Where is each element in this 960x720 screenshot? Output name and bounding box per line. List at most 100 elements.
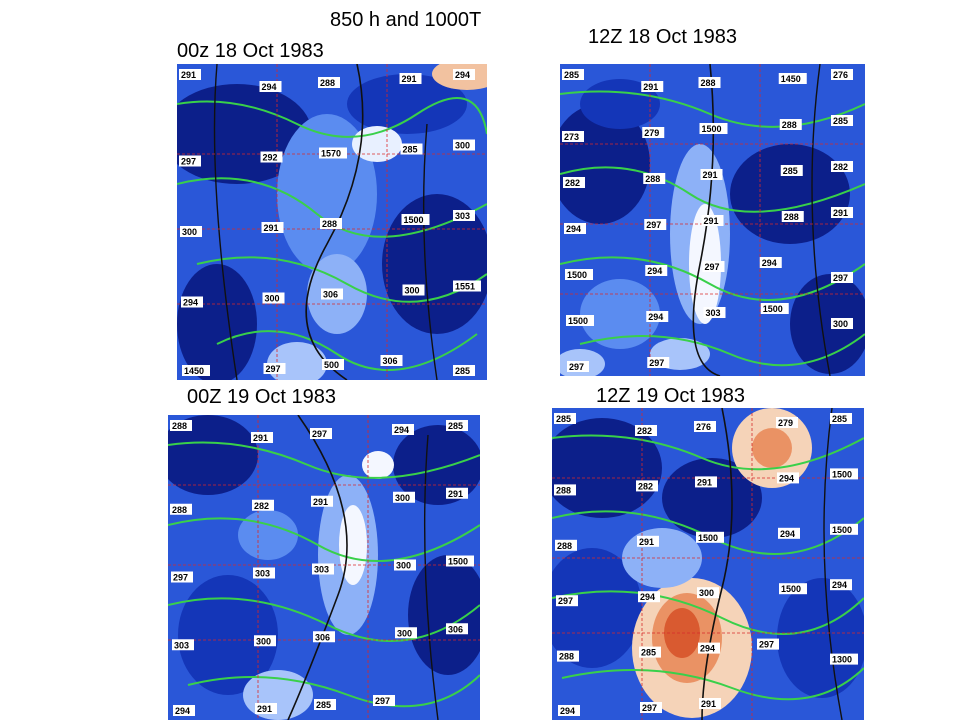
contour-label: 300 (395, 493, 410, 503)
contour-label: 292 (263, 153, 278, 163)
contour-label-box (638, 591, 660, 603)
contour-label: 285 (316, 700, 331, 710)
contour-label-box (172, 639, 194, 651)
contour-label-box (557, 650, 579, 662)
contour-label: 291 (448, 489, 463, 499)
contour-label-box (399, 73, 422, 84)
contour-label-box (260, 151, 283, 163)
contour-label-box (647, 357, 670, 368)
contour-label: 285 (833, 116, 848, 126)
weather-map-12z-18oct: 285 291 288 1450 276 273 279 1500 288 285 282 288 29… (560, 64, 865, 376)
contour-label: 279 (778, 418, 793, 428)
contour-label-box (830, 579, 852, 591)
contour-label-box (453, 210, 475, 221)
contour-label-box (700, 169, 723, 180)
contour-label-box (263, 363, 286, 374)
contour-label-box (392, 424, 414, 435)
contour-label: 294 (762, 258, 777, 268)
contour-label: 285 (832, 414, 847, 424)
contour-label-box (554, 413, 576, 424)
contour-label-box (562, 131, 584, 142)
contour-label: 306 (315, 632, 330, 642)
contour-label: 297 (181, 157, 196, 167)
contour-label-box (699, 698, 721, 709)
contour-label: 291 (253, 433, 268, 443)
contour-label-box (831, 207, 853, 218)
contour-label: 282 (637, 426, 652, 436)
weather-map-image: 285 282 276 279 285 288 282 291 294 1500 288 291 150… (552, 408, 864, 720)
contour-label-box (699, 123, 728, 134)
contour-label: 294 (700, 644, 715, 654)
contour-label-box (831, 161, 853, 172)
contour-label: 288 (172, 421, 187, 431)
contour-label: 285 (641, 648, 656, 658)
contour-label: 282 (254, 501, 269, 511)
contour-label: 306 (448, 624, 463, 634)
contour-label: 300 (265, 294, 280, 304)
contour-label: 291 (313, 497, 328, 507)
contour-label-box (261, 222, 284, 233)
contour-label: 1500 (698, 533, 718, 543)
contour-label-box (453, 365, 475, 376)
contour-label: 297 (312, 429, 327, 439)
contour-label-box (567, 361, 589, 372)
contour-label-box (695, 476, 717, 488)
contour-label-box (321, 288, 343, 300)
contour-label: 297 (649, 358, 664, 368)
contour-label: 273 (564, 132, 579, 142)
contour-label-box (401, 214, 430, 225)
contour-label: 282 (833, 162, 848, 172)
contour-label: 291 (264, 223, 279, 233)
weather-map-12z-19oct: 285 282 276 279 285 288 282 291 294 1500 288 291 150… (552, 408, 864, 720)
contour-label: 1450 (781, 74, 801, 84)
contour-label-box (777, 472, 799, 484)
contour-label-box (698, 77, 721, 88)
contour-label-box (636, 480, 658, 492)
contour-label-box (694, 421, 716, 432)
contour-label: 297 (266, 364, 281, 374)
contour-label-box (701, 215, 724, 226)
contour-label-box (395, 627, 417, 639)
contour-label-box (179, 155, 201, 167)
contour-label-box (322, 359, 344, 370)
contour-label: 297 (375, 696, 390, 706)
contour-label: 294 (647, 266, 662, 276)
contour-label-box (181, 296, 203, 308)
contour-label: 1500 (832, 469, 852, 479)
contour-label: 1500 (567, 270, 587, 280)
contour-label: 285 (448, 421, 463, 431)
contour-label-box (639, 646, 661, 658)
weather-map-00z-18oct: 291 294 288 291 294 297 292 1570 285 300 300 291 288… (177, 64, 487, 380)
contour-label-box (779, 119, 802, 130)
contour-label: 282 (638, 481, 653, 491)
contour-label-box (644, 219, 667, 230)
contour-label-box (702, 261, 725, 272)
contour-label-box (318, 77, 340, 88)
contour-label-box (637, 535, 659, 547)
contour-label-box (757, 638, 779, 650)
contour-label: 285 (564, 70, 579, 80)
contour-label: 300 (396, 561, 411, 571)
contour-label: 297 (759, 640, 774, 650)
contour-label-box (319, 147, 347, 159)
contour-label-box (556, 595, 578, 607)
contour-label: 300 (397, 628, 412, 638)
contour-label: 300 (182, 227, 197, 237)
contour-label: 276 (696, 422, 711, 432)
contour-label-box (171, 571, 193, 583)
contour-label-box (446, 623, 468, 635)
contour-label-box (555, 539, 577, 551)
contour-label: 294 (779, 473, 794, 483)
contour-label-box (780, 165, 803, 176)
contour-label-box (180, 226, 202, 237)
contour-label: 291 (257, 704, 272, 714)
contour-label-box (554, 484, 576, 496)
slide-title: 850 h and 1000T (330, 9, 482, 31)
contour-label-box (641, 81, 664, 92)
panel-1-time-label: 00z 18 Oct 1983 (177, 40, 324, 62)
contour-label-box (776, 417, 798, 428)
contour-label-box (830, 653, 858, 665)
contour-label-box (446, 420, 468, 431)
contour-label: 297 (558, 596, 573, 606)
contour-label: 297 (705, 262, 720, 272)
